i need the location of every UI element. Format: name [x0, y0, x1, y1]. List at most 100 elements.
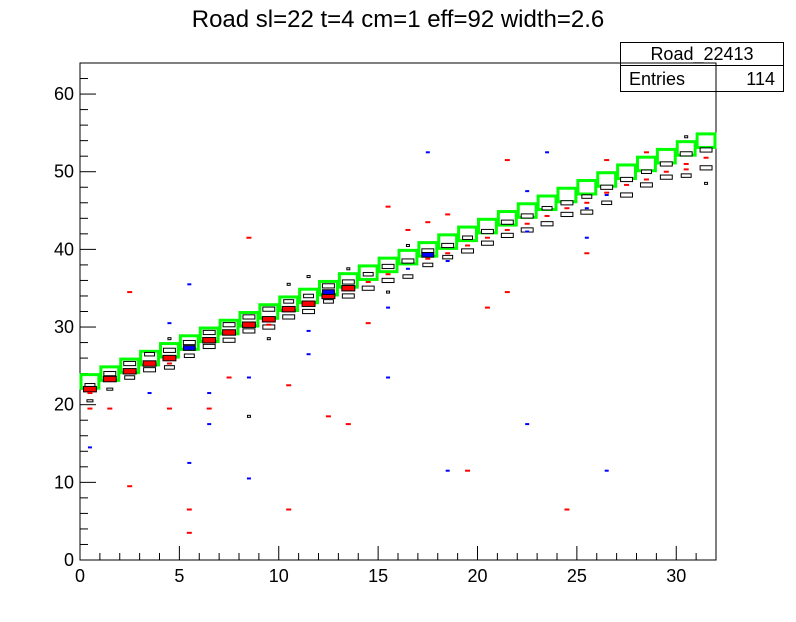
red-hit: [584, 252, 590, 255]
red-hit: [166, 362, 172, 365]
count-box: [442, 254, 454, 260]
red-hit: [246, 236, 252, 239]
blue-hit: [525, 423, 530, 426]
count-box: [680, 173, 692, 178]
red-hit: [643, 151, 649, 154]
x-tick-label: 30: [666, 566, 686, 586]
red-hit: [604, 159, 610, 162]
red-hit: [186, 508, 192, 511]
count-box: [86, 399, 94, 403]
red-hit: [683, 168, 689, 171]
count-box: [282, 314, 296, 320]
road-cell: [695, 132, 717, 149]
blue-hit: [207, 423, 212, 426]
red-hit: [325, 415, 331, 418]
plot-frame: [79, 62, 717, 561]
blue-hit: [584, 207, 589, 210]
count-box: [321, 283, 335, 289]
blue-hit: [187, 461, 192, 464]
y-tick-label: 10: [54, 472, 74, 492]
road-cell: [636, 155, 657, 173]
count-box: [266, 337, 271, 341]
count-box: [242, 314, 256, 320]
red-hit: [564, 207, 570, 210]
count-box: [699, 147, 713, 153]
red-hit: [484, 236, 490, 239]
blue-hit: [386, 306, 391, 309]
count-box: [541, 205, 553, 211]
count-box: [341, 279, 355, 285]
red-hit: [544, 214, 550, 217]
red-hit: [127, 291, 133, 294]
count-box: [560, 211, 574, 218]
count-box: [283, 299, 295, 304]
red-hit: [87, 392, 93, 395]
red-hit: [504, 159, 510, 162]
red-hit: [301, 300, 316, 307]
count-box: [679, 151, 693, 157]
road-cell: [457, 225, 478, 243]
count-box: [581, 194, 593, 199]
y-tick-label: 30: [54, 317, 74, 337]
road-cell: [377, 256, 399, 274]
road-cell: [496, 210, 518, 227]
red-hit: [226, 376, 232, 379]
blue-hit: [386, 376, 391, 379]
count-box: [362, 271, 374, 277]
red-hit: [683, 162, 689, 165]
y-tick-label: 50: [54, 162, 74, 182]
count-box: [461, 248, 475, 254]
y-tick-label: 60: [54, 84, 74, 104]
red-hit: [82, 385, 97, 393]
count-box: [422, 262, 434, 268]
red-hit: [202, 337, 217, 344]
count-box: [246, 414, 251, 418]
red-hit: [703, 156, 709, 159]
blue-hit: [604, 469, 609, 472]
red-hit: [241, 321, 256, 328]
count-box: [302, 308, 316, 315]
count-box: [143, 367, 157, 373]
count-box: [222, 337, 236, 343]
red-hit: [663, 170, 669, 173]
red-hit: [345, 423, 351, 426]
y-tick-label: 0: [64, 550, 74, 570]
stats-entries-label: Entries: [629, 69, 686, 89]
red-hit: [425, 257, 431, 260]
red-hit: [122, 368, 137, 375]
red-hit: [445, 213, 451, 216]
red-hit: [465, 244, 471, 247]
count-box: [699, 165, 713, 171]
blue-hit: [545, 151, 550, 154]
blue-hit: [306, 353, 311, 356]
blue-hit: [207, 392, 212, 395]
blue-hit: [445, 469, 450, 472]
count-box: [286, 282, 291, 286]
x-tick-label: 5: [174, 566, 184, 586]
red-hit: [222, 329, 237, 336]
blue-hit: [525, 230, 530, 233]
red-hit: [107, 407, 113, 410]
red-hit: [524, 222, 530, 225]
red-hit: [142, 360, 157, 367]
count-box: [124, 375, 136, 380]
red-hit: [87, 407, 93, 410]
count-box: [520, 213, 534, 219]
blue-hit: [246, 477, 251, 480]
count-box: [222, 322, 236, 328]
count-box: [580, 209, 594, 215]
blue-hit: [246, 376, 251, 379]
red-hit: [465, 469, 471, 472]
count-box: [262, 306, 276, 312]
blue-hit: [167, 322, 172, 325]
count-box: [381, 263, 395, 270]
red-hit: [425, 221, 431, 224]
red-hit: [504, 228, 510, 231]
blue-hit: [445, 260, 450, 263]
red-hit: [365, 322, 371, 325]
red-hit: [643, 178, 649, 181]
x-tick-label: 15: [368, 566, 388, 586]
red-hit: [365, 280, 371, 283]
count-box: [620, 176, 634, 183]
red-hit: [127, 485, 133, 488]
